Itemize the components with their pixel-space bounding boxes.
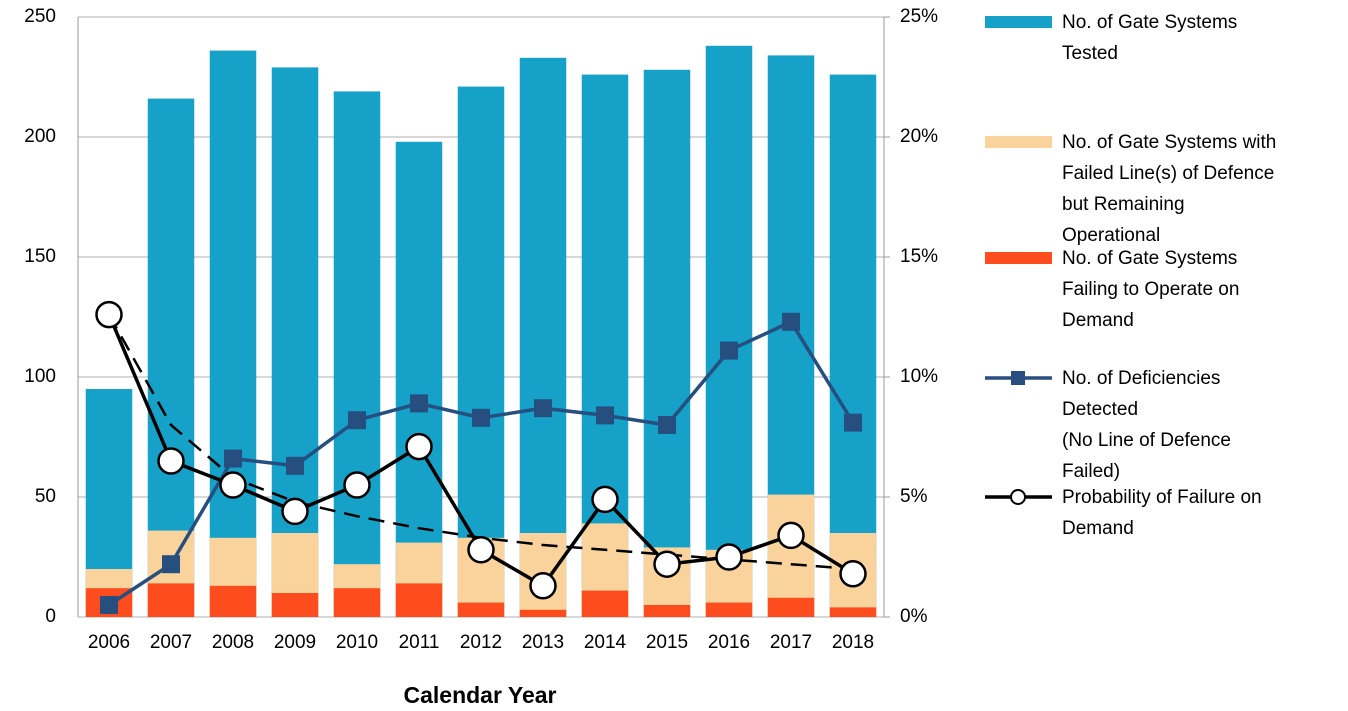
legend-marker [1010,489,1026,505]
bar [581,590,629,617]
x-tick-label: 2010 [336,632,378,653]
x-tick-label: 2017 [770,632,812,653]
x-tick-label: 2007 [150,632,192,653]
bar [767,494,815,617]
marker [100,596,118,614]
marker [224,449,242,468]
marker [343,471,371,499]
x-tick-label: 2011 [399,632,440,653]
y2-tick-label: 15% [900,246,938,267]
legend-label: No. of Gate Systems with Failed Line(s) … [1062,132,1277,246]
marker [777,521,805,550]
marker [529,572,557,600]
x-tick-label: 2008 [212,632,254,653]
y-tick-label: 200 [24,126,56,147]
bar [271,593,319,617]
bar [457,602,505,617]
bar [829,607,877,617]
bar [333,91,381,617]
marker [472,408,490,427]
bar [209,50,257,618]
marker [596,406,614,425]
marker [591,485,619,514]
bar [705,45,753,618]
bar [643,605,691,617]
y-tick-label: 100 [24,366,56,387]
marker [844,413,862,432]
bar [767,597,815,617]
bar [643,69,691,618]
bar [395,141,443,618]
marker [95,300,123,329]
bar [829,74,877,618]
x-tick-label: 2015 [646,632,688,653]
legend-label: No. of Deficiencies Detected (No Line of… [1062,368,1231,482]
y-tick-label: 150 [24,246,56,267]
x-tick-label: 2012 [460,632,502,653]
marker [405,432,433,461]
bar [705,602,753,617]
x-tick-label: 2014 [584,632,627,653]
x-tick-label: 2016 [708,632,750,653]
legend-label: No. of Gate Systems Failing to Operate o… [1062,248,1240,331]
marker [653,550,681,578]
marker [720,341,738,360]
legend-label: No. of Gate Systems Tested [1062,12,1238,64]
legend-swatch [985,136,1052,148]
marker [281,497,309,526]
x-axis-title: Calendar Year [403,682,556,708]
y2-tick-label: 20% [900,126,938,147]
bar [209,585,257,617]
legend-marker [1011,371,1025,385]
bar [519,609,567,617]
marker [782,312,800,331]
marker [839,560,867,588]
bar [271,67,319,617]
y2-tick-label: 5% [900,486,928,507]
y-tick-label: 250 [24,6,56,27]
y-tick-label: 0 [45,606,56,627]
bar [457,86,505,618]
marker [715,543,743,571]
bar [333,588,381,617]
marker [219,471,247,499]
marker [410,394,428,413]
x-tick-label: 2018 [832,632,874,653]
bar [519,57,567,618]
x-tick-label: 2009 [274,632,316,653]
marker [534,399,552,418]
legend-label: Probability of Failure on Demand [1062,487,1262,539]
y2-tick-label: 0% [900,606,928,627]
x-tick-label: 2006 [88,632,130,653]
legend-swatch [985,16,1052,28]
marker [162,555,180,574]
marker [658,416,676,434]
x-tick-label: 2013 [522,632,564,653]
y2-tick-label: 25% [900,6,938,27]
marker [348,411,366,430]
bar [395,583,443,617]
y-tick-label: 50 [35,486,56,507]
marker [467,536,495,564]
legend-swatch [985,252,1052,264]
marker [157,447,185,475]
y2-tick-label: 10% [900,366,938,387]
marker [286,456,304,475]
bar [147,583,195,617]
